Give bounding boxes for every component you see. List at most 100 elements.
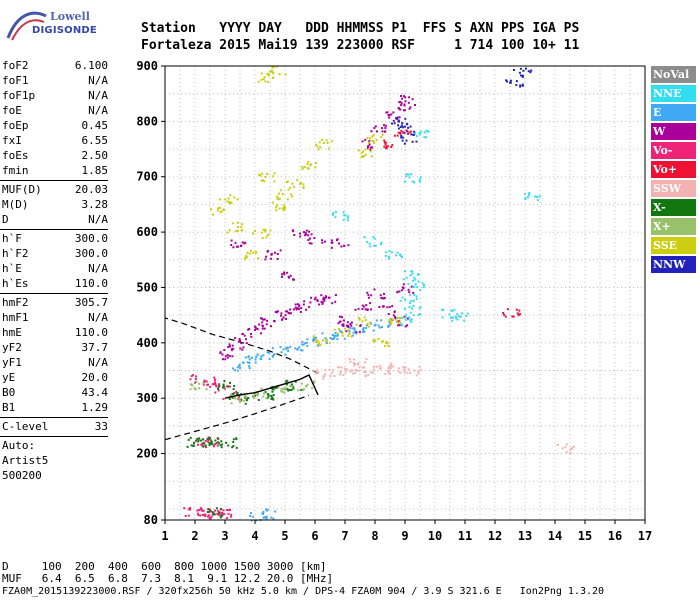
echo-point <box>341 323 344 326</box>
echo-point <box>350 335 353 338</box>
echo-point <box>266 250 269 253</box>
echo-point <box>290 383 293 386</box>
echo-point <box>348 330 351 333</box>
echo-point <box>235 446 238 449</box>
echo-point <box>220 440 223 443</box>
echo-point <box>203 513 206 516</box>
echo-point <box>372 365 375 368</box>
echo-point <box>206 511 209 513</box>
echo-point <box>341 316 343 319</box>
legend-item: W <box>651 123 696 140</box>
echo-point <box>448 313 451 316</box>
echo-point <box>214 391 217 394</box>
echo-point <box>396 134 399 137</box>
echo-point <box>379 367 382 370</box>
echo-point <box>234 241 237 244</box>
echo-point <box>395 320 398 323</box>
echo-point <box>355 332 358 335</box>
echo-point <box>380 136 383 139</box>
echo-point <box>246 251 249 254</box>
echo-point <box>290 388 293 391</box>
echo-point <box>213 443 216 446</box>
echo-point <box>220 446 223 449</box>
echo-point <box>196 509 199 512</box>
echo-point <box>276 204 279 207</box>
x-tick-label: 1 <box>161 529 168 543</box>
echo-point <box>360 155 363 158</box>
echo-point <box>344 214 347 217</box>
echo-point <box>316 344 319 347</box>
echo-point <box>260 355 263 358</box>
echo-point <box>412 279 415 282</box>
echo-point <box>455 317 458 320</box>
echo-point <box>292 308 295 311</box>
echo-point <box>365 327 368 329</box>
echo-point <box>390 366 392 369</box>
echo-point <box>371 135 374 138</box>
echo-point <box>404 316 407 319</box>
parameter-value: 1.85 <box>81 164 109 177</box>
echo-point <box>351 327 354 330</box>
echo-point <box>364 308 367 311</box>
echo-point <box>238 338 241 340</box>
echo-point <box>417 372 420 375</box>
echo-point <box>418 131 421 134</box>
echo-point <box>221 353 224 356</box>
echo-point <box>199 439 202 442</box>
echo-point <box>309 301 312 304</box>
echo-point <box>537 199 540 202</box>
parameter-value: 20.0 <box>81 371 109 384</box>
echo-point <box>419 289 422 292</box>
echo-point <box>222 386 225 389</box>
echo-point <box>282 204 285 207</box>
echo-point <box>354 368 357 371</box>
echo-point <box>322 142 325 144</box>
parameter-row: foE N/A <box>0 103 108 118</box>
echo-point <box>348 358 351 361</box>
echo-point <box>400 323 403 326</box>
echo-point <box>284 73 287 76</box>
echo-point <box>214 383 217 386</box>
echo-point <box>397 120 400 123</box>
parameter-name: hmF2 <box>2 296 29 309</box>
echo-point <box>322 298 325 301</box>
echo-point <box>361 155 364 158</box>
echo-point <box>521 84 524 87</box>
echo-point <box>380 326 383 328</box>
echo-point <box>289 312 292 315</box>
echo-point <box>527 70 530 73</box>
echo-point <box>565 451 568 454</box>
echo-point <box>314 296 317 299</box>
echo-point <box>209 517 212 520</box>
echo-point <box>399 108 402 111</box>
parameter-row: fxI 6.55 <box>0 133 108 148</box>
echo-point <box>364 374 367 377</box>
echo-point <box>349 360 352 363</box>
echo-point <box>384 124 387 127</box>
echo-point <box>365 304 368 307</box>
echo-point <box>251 356 253 359</box>
echo-point <box>265 516 268 519</box>
echo-point <box>194 388 197 390</box>
echo-point <box>349 322 352 325</box>
echo-point <box>399 126 402 128</box>
echo-point <box>503 313 506 316</box>
echo-point <box>278 197 281 200</box>
echo-point <box>347 335 350 337</box>
echo-point <box>453 308 456 311</box>
echo-point <box>189 436 192 439</box>
echo-point <box>387 325 390 327</box>
echo-point <box>362 330 365 333</box>
autoscaling-text: Artist5 <box>2 454 49 467</box>
echo-point <box>257 257 260 260</box>
echo-point <box>222 509 225 512</box>
echo-point <box>381 127 383 130</box>
echo-point <box>292 278 295 281</box>
echo-point <box>279 189 282 192</box>
parameter-row: h`F2 300.0 <box>0 246 108 261</box>
echo-point <box>205 446 207 449</box>
echo-point <box>285 383 288 386</box>
echo-point <box>400 255 403 258</box>
echo-point <box>285 271 288 274</box>
echo-point <box>300 307 303 310</box>
